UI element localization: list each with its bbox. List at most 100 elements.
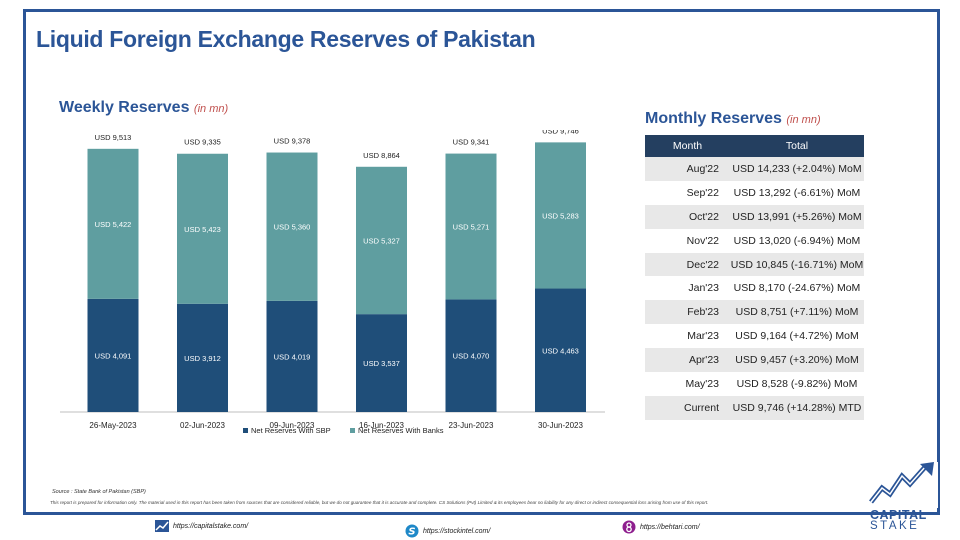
data-label-banks: USD 5,283 xyxy=(542,211,579,220)
logo-wordmark-line2: STAKE xyxy=(870,520,920,532)
data-label-total: USD 9,746 xyxy=(542,130,579,135)
total-cell: USD 8,751 (+7.11%) MoM xyxy=(730,300,864,325)
month-cell: Dec'22 xyxy=(645,252,730,277)
x-tick-label: 09-Jun-2023 xyxy=(270,421,315,430)
data-label-sbp: USD 4,463 xyxy=(542,346,579,355)
footer-link-text[interactable]: https://stockintel.com/ xyxy=(423,527,491,535)
weekly-unit: (in mn) xyxy=(193,103,229,115)
x-tick-label: 02-Jun-2023 xyxy=(180,421,225,430)
table-row: Mar'23 USD 9,164 (+4.72%) MoM xyxy=(645,324,864,348)
stockintel-logo-icon: S xyxy=(405,524,419,538)
data-label-banks: USD 5,360 xyxy=(274,223,311,232)
svg-text:S: S xyxy=(408,527,415,538)
month-cell: May'23 xyxy=(685,377,719,390)
bar-banks xyxy=(266,152,318,301)
disclaimer: This report is prepared for information … xyxy=(50,500,709,505)
column-header-month: Month xyxy=(645,135,730,157)
table-row: Current USD 9,746 (+14.28%) MTD xyxy=(645,395,864,420)
weekly-section-title: Weekly Reserves (in mn) xyxy=(59,99,228,117)
data-label-total: USD 8,864 xyxy=(363,151,400,160)
x-tick-label: 26-May-2023 xyxy=(89,421,137,430)
total-cell: USD 9,164 (+4.72%) MoM xyxy=(735,330,859,343)
month-cell: Feb'23 xyxy=(645,300,730,325)
bar-banks xyxy=(87,148,139,299)
legend-swatch-banks xyxy=(350,428,355,433)
data-label-total: USD 9,341 xyxy=(453,138,490,147)
data-label-total: USD 9,378 xyxy=(274,137,311,146)
footer-link-capitalstake[interactable]: https://capitalstake.com/ xyxy=(155,520,248,532)
data-label-sbp: USD 3,912 xyxy=(184,354,221,363)
page-title: Liquid Foreign Exchange Reserves of Paki… xyxy=(36,26,536,52)
legend-swatch-sbp xyxy=(243,428,248,433)
month-cell: Jan'23 xyxy=(688,282,719,295)
behtari-logo-icon xyxy=(622,520,636,534)
footer-link-behtari[interactable]: https://behtari.com/ xyxy=(622,520,700,534)
data-label-banks: USD 5,422 xyxy=(95,220,132,229)
monthly-title-text: Monthly Reserves xyxy=(645,110,782,127)
bar-sbp xyxy=(266,300,318,412)
data-label-total: USD 9,513 xyxy=(95,133,132,142)
bar-sbp xyxy=(445,299,497,412)
total-cell: USD 9,457 (+3.20%) MoM xyxy=(730,348,864,373)
column-header-total: Total xyxy=(730,135,864,157)
data-label-sbp: USD 4,070 xyxy=(453,352,490,361)
x-tick-label: 16-Jun-2023 xyxy=(359,421,404,430)
month-cell: Mar'23 xyxy=(687,330,719,343)
footer-link-stockintel[interactable]: S https://stockintel.com/ xyxy=(405,524,490,538)
legend-label-banks: Net Reserves With Banks xyxy=(358,426,444,435)
total-cell: USD 9,746 (+14.28%) MTD xyxy=(730,395,864,420)
data-label-sbp: USD 4,091 xyxy=(95,351,132,360)
month-cell: Current xyxy=(645,395,730,420)
slide-frame xyxy=(23,9,940,515)
table-row: Aug'22 USD 14,233 (+2.04%) MoM xyxy=(645,157,864,181)
logo-wordmark-line1: CAPITAL xyxy=(870,508,927,522)
capitalstake-logo-icon xyxy=(155,520,169,532)
month-cell: Aug'22 xyxy=(645,157,730,181)
x-tick-label: 30-Jun-2023 xyxy=(538,421,583,430)
table-row: Sep'22 USD 13,292 (-6.61%) MoM xyxy=(645,181,864,205)
month-cell: Oct'22 xyxy=(645,204,730,229)
bar-banks xyxy=(445,153,497,300)
total-cell: USD 13,991 (+5.26%) MoM xyxy=(730,204,864,229)
data-label-banks: USD 5,271 xyxy=(453,222,490,231)
capital-stake-logo: CAPITAL STAKE xyxy=(868,460,940,532)
data-label-sbp: USD 3,537 xyxy=(363,359,400,368)
monthly-section-title: Monthly Reserves (in mn) xyxy=(645,110,821,128)
total-cell: USD 8,170 (-24.67%) MoM xyxy=(733,282,861,295)
table-row: May'23 USD 8,528 (-9.82%) MoM xyxy=(645,372,864,396)
month-cell: Sep'22 xyxy=(686,186,719,199)
footer-link-text[interactable]: https://capitalstake.com/ xyxy=(173,522,249,530)
table-row: Dec'22 USD 10,845 (-16.71%) MoM xyxy=(645,252,864,277)
total-cell: USD 10,845 (-16.71%) MoM xyxy=(730,252,864,277)
table-header-row: Month Total xyxy=(645,135,864,157)
table-row: Nov'22 USD 13,020 (-6.94%) MoM xyxy=(645,229,864,253)
table-row: Oct'22 USD 13,991 (+5.26%) MoM xyxy=(645,204,864,229)
source-note: Source : State Bank of Pakistan (SBP) xyxy=(52,489,146,495)
x-tick-label: 23-Jun-2023 xyxy=(449,421,494,430)
data-label-banks: USD 5,423 xyxy=(184,225,221,234)
bar-banks xyxy=(356,166,407,315)
month-cell: Apr'23 xyxy=(645,348,730,373)
total-cell: USD 8,528 (-9.82%) MoM xyxy=(736,377,858,390)
bar-sbp xyxy=(356,314,407,412)
data-label-banks: USD 5,327 xyxy=(363,236,400,245)
table-row: Apr'23 USD 9,457 (+3.20%) MoM xyxy=(645,348,864,373)
weekly-reserves-chart: USD 4,091 USD 5,422 USD 9,513 26-May-2023 US… xyxy=(60,130,605,435)
data-label-total: USD 9,335 xyxy=(184,138,221,147)
monthly-unit: (in mn) xyxy=(786,114,821,126)
total-cell: USD 14,233 (+2.04%) MoM xyxy=(730,157,864,181)
legend-label-sbp: Net Reserves With SBP xyxy=(251,426,331,435)
footer-link-text[interactable]: https://behtari.com/ xyxy=(640,523,700,531)
bar-sbp xyxy=(535,288,586,412)
bar-sbp xyxy=(177,303,228,412)
monthly-reserves-table: Month Total Aug'22 USD 14,233 (+2.04%) Mo… xyxy=(645,135,864,420)
bar-sbp xyxy=(87,298,139,412)
table-row: Feb'23 USD 8,751 (+7.11%) MoM xyxy=(645,300,864,325)
bar-banks xyxy=(177,153,228,304)
total-cell: USD 13,020 (-6.94%) MoM xyxy=(733,234,861,247)
month-cell: Nov'22 xyxy=(686,234,719,247)
data-label-sbp: USD 4,019 xyxy=(274,352,311,361)
weekly-title-text: Weekly Reserves xyxy=(59,99,190,116)
total-cell: USD 13,292 (-6.61%) MoM xyxy=(733,186,861,199)
chart-growth-logo-icon xyxy=(868,462,938,508)
